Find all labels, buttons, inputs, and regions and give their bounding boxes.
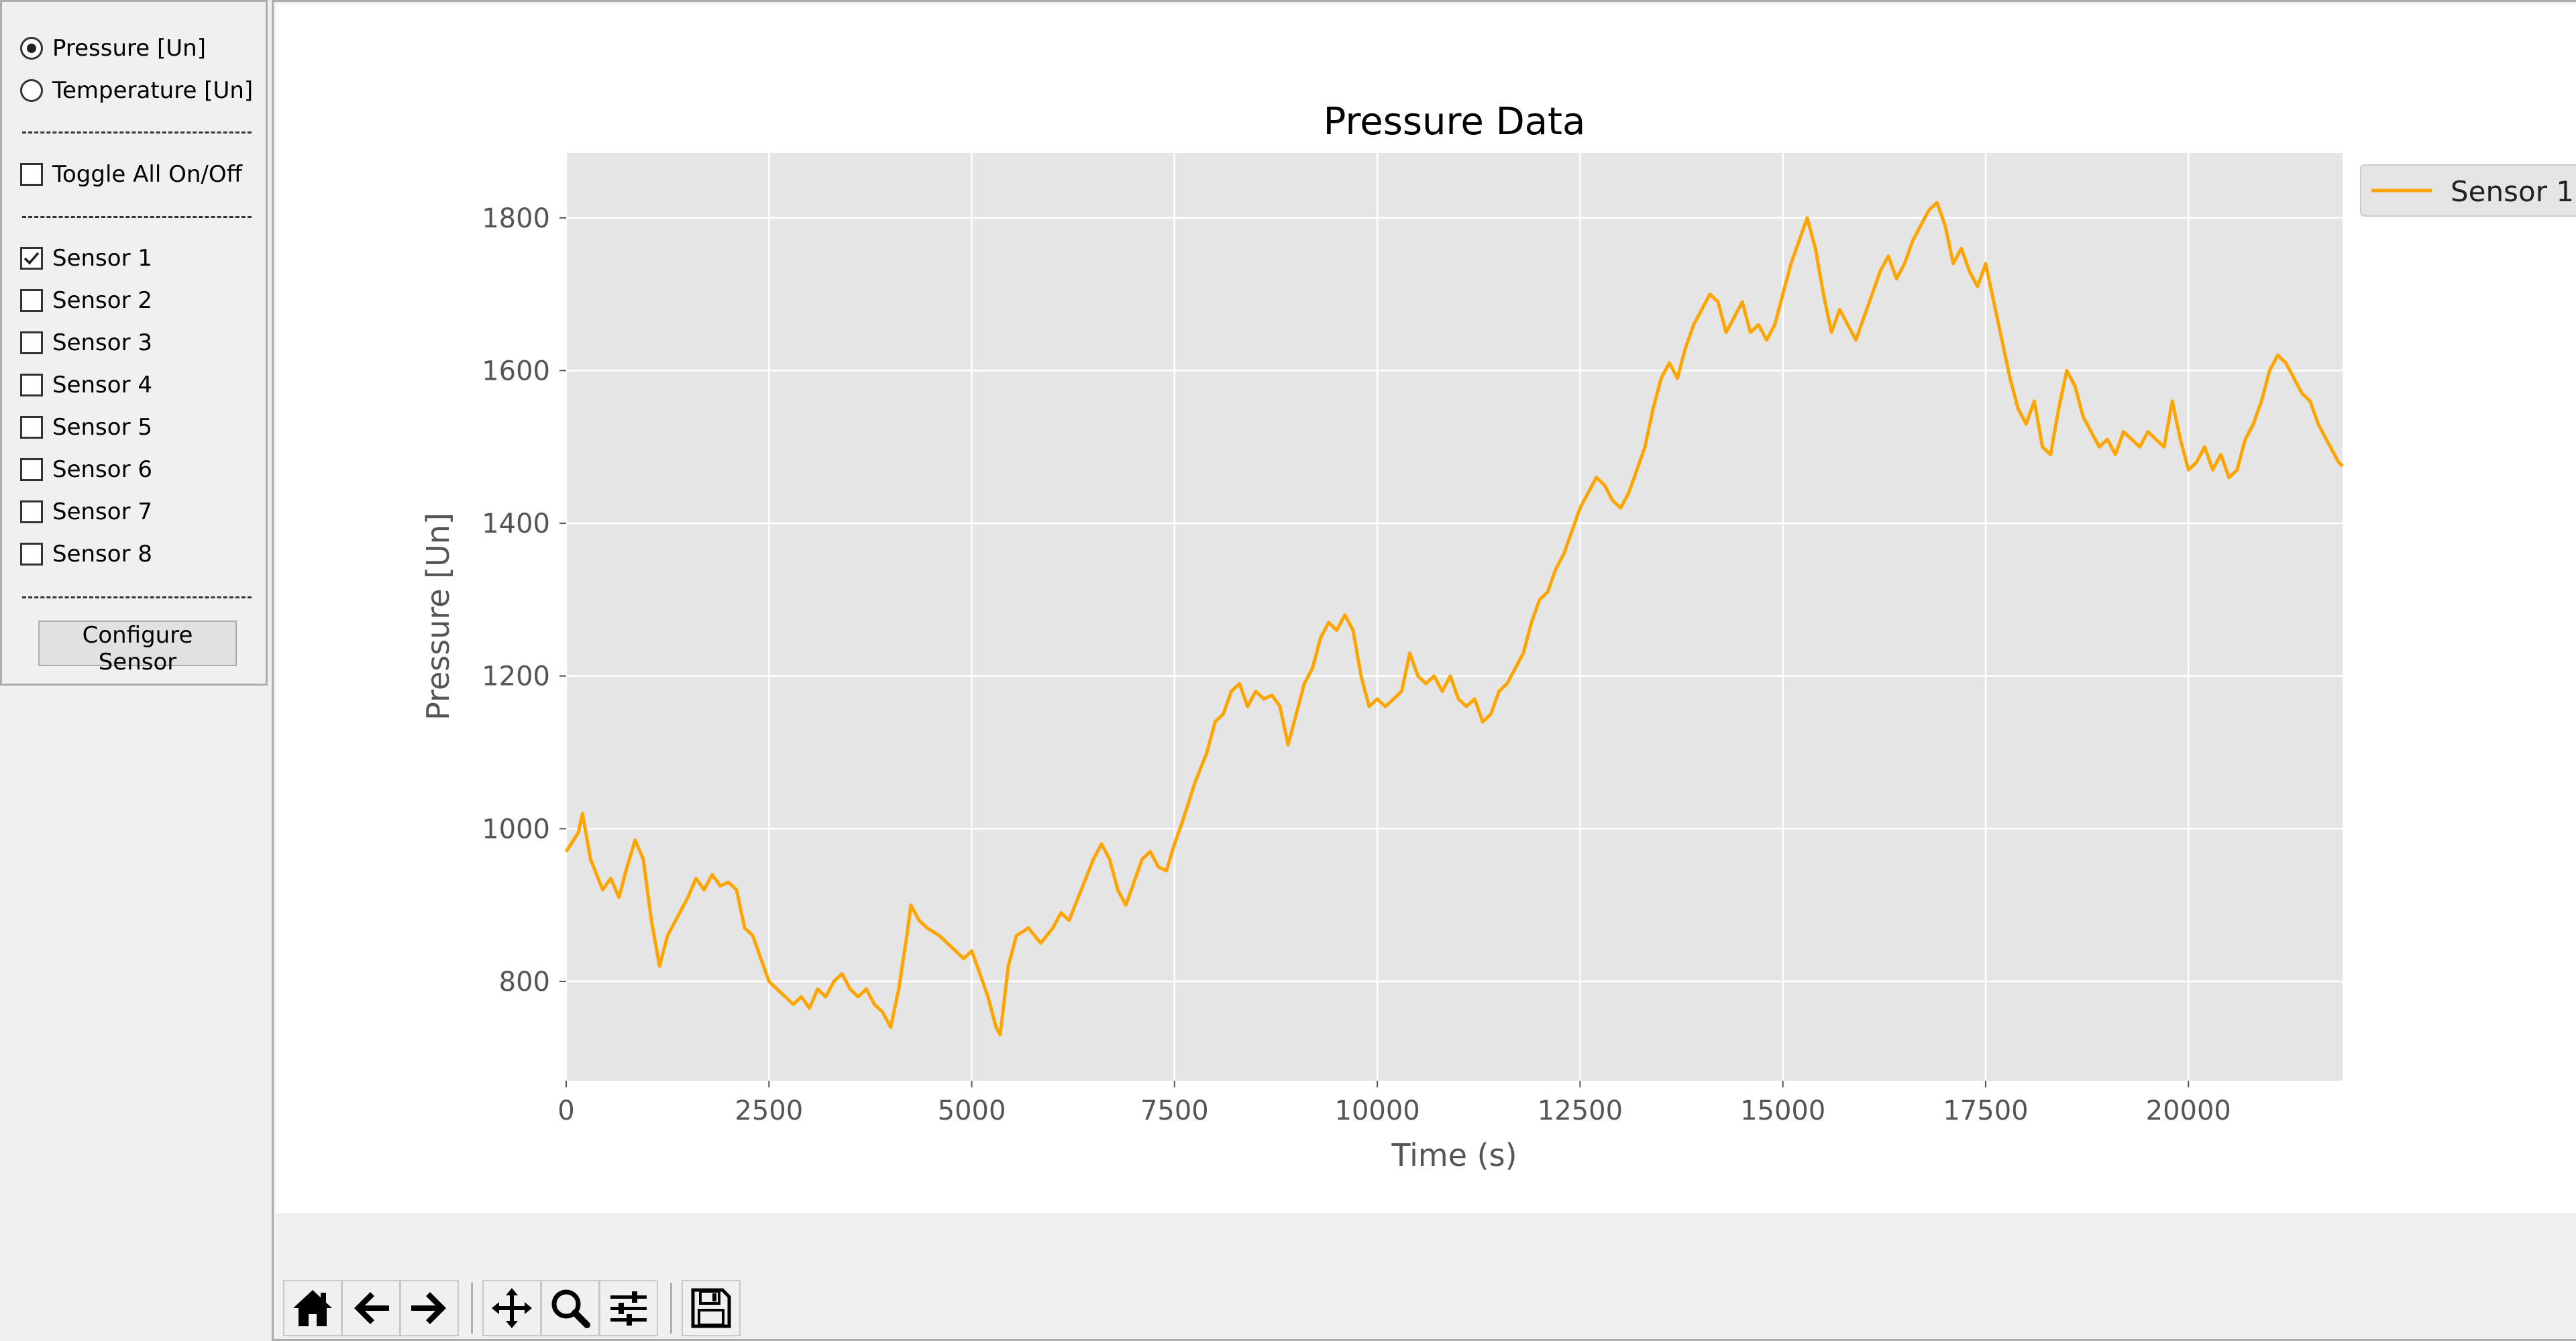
legend: Sensor 1 <box>2360 164 2576 217</box>
x-tick-label: 10000 <box>1335 1095 1420 1126</box>
sensor-1-label: Sensor 1 <box>52 245 152 272</box>
radio-pressure-indicator[interactable] <box>20 37 43 60</box>
x-tick-label: 7500 <box>1140 1095 1209 1126</box>
series-layer <box>564 201 2344 1037</box>
x-axis-label: Time (s) <box>1391 1137 1517 1173</box>
toggle-all-box[interactable] <box>20 163 43 186</box>
radio-temperature-label: Temperature [Un] <box>52 77 254 104</box>
radio-pressure-label: Pressure [Un] <box>52 35 206 62</box>
home-button[interactable] <box>283 1280 342 1336</box>
subplots-config-icon <box>610 1291 647 1326</box>
pan-icon <box>492 1288 532 1328</box>
sensor-1-checkbox[interactable]: Sensor 1 <box>20 242 152 275</box>
grid-lines <box>565 153 2343 1081</box>
x-tick-label: 0 <box>557 1095 574 1126</box>
x-tick-label: 5000 <box>938 1095 1006 1126</box>
sensor-2-checkbox[interactable]: Sensor 2 <box>20 284 152 317</box>
y-tick-label: 1400 <box>482 508 550 539</box>
sidebar-panel: Pressure [Un] Temperature [Un] Toggle Al… <box>0 0 268 686</box>
y-tick-label: 1800 <box>482 203 550 234</box>
y-tick-label: 800 <box>499 967 550 998</box>
sensor-5-label: Sensor 5 <box>52 414 152 441</box>
toolbar-separator <box>670 1283 672 1334</box>
chart-title: Pressure Data <box>1324 100 1586 144</box>
forward-arrow-icon <box>411 1292 446 1324</box>
navigation-toolbar <box>274 1272 2576 1336</box>
y-tick-label: 1600 <box>482 356 550 386</box>
sensor-8-box[interactable] <box>20 543 43 566</box>
sensor-3-checkbox[interactable]: Sensor 3 <box>20 326 152 360</box>
sensor-8-checkbox[interactable]: Sensor 8 <box>20 537 152 571</box>
sensor-4-checkbox[interactable]: Sensor 4 <box>20 368 152 402</box>
y-axis-label: Pressure [Un] <box>420 513 456 720</box>
plot-frame: 0 2500 5000 7500 10000 12500 15000 17500 20000 80… <box>272 0 2576 1341</box>
series-line-sensor-1 <box>564 201 2344 1037</box>
sensor-6-box[interactable] <box>20 458 43 481</box>
sensor-8-label: Sensor 8 <box>52 541 152 568</box>
save-button[interactable] <box>682 1280 741 1336</box>
x-tick-label: 15000 <box>1740 1095 1825 1126</box>
toggle-all-label: Toggle All On/Off <box>52 161 243 188</box>
x-tick-label: 20000 <box>2146 1095 2231 1126</box>
sensor-5-checkbox[interactable]: Sensor 5 <box>20 411 152 444</box>
separator-line <box>22 596 252 598</box>
axes-background <box>566 153 2343 1081</box>
y-tick-label: 1200 <box>482 661 550 692</box>
home-icon <box>293 1290 332 1326</box>
pressure-chart[interactable]: 0 2500 5000 7500 10000 12500 15000 17500 20000 80… <box>276 4 2576 1213</box>
sensor-4-label: Sensor 4 <box>52 372 152 398</box>
x-tick-label: 2500 <box>735 1095 803 1126</box>
sensor-3-label: Sensor 3 <box>52 329 152 356</box>
sensor-4-box[interactable] <box>20 374 43 396</box>
sensor-7-box[interactable] <box>20 500 43 523</box>
x-tick-label: 17500 <box>1943 1095 2028 1126</box>
sensor-5-box[interactable] <box>20 416 43 439</box>
sensor-2-label: Sensor 2 <box>52 287 152 314</box>
zoom-button[interactable] <box>541 1280 600 1336</box>
sensor-3-box[interactable] <box>20 331 43 354</box>
back-button[interactable] <box>341 1280 400 1336</box>
radio-temperature-indicator[interactable] <box>20 79 43 102</box>
configure-sensor-button[interactable]: Configure Sensor <box>38 621 237 676</box>
separator-line <box>22 131 252 133</box>
sensor-6-label: Sensor 6 <box>52 456 152 483</box>
forward-button[interactable] <box>400 1280 459 1336</box>
toggle-all-checkbox[interactable]: Toggle All On/Off <box>20 158 242 191</box>
axis-ticks: 0 2500 5000 7500 10000 12500 15000 17500 20000 80… <box>482 203 2231 1126</box>
x-tick-label: 12500 <box>1538 1095 1623 1126</box>
save-icon <box>691 1288 731 1328</box>
radio-pressure[interactable]: Pressure [Un] <box>20 32 206 65</box>
y-tick-label: 1000 <box>482 814 550 845</box>
sensor-7-checkbox[interactable]: Sensor 7 <box>20 495 152 529</box>
sensor-6-checkbox[interactable]: Sensor 6 <box>20 453 152 486</box>
toolbar-separator <box>471 1283 473 1334</box>
sensor-2-box[interactable] <box>20 289 43 312</box>
zoom-icon <box>551 1289 590 1328</box>
sensor-1-box[interactable] <box>20 247 43 270</box>
sensor-7-label: Sensor 7 <box>52 498 152 525</box>
legend-box <box>2360 164 2576 217</box>
configure-subplots-button[interactable] <box>599 1280 658 1336</box>
radio-temperature[interactable]: Temperature [Un] <box>20 74 253 107</box>
separator-line <box>22 216 252 218</box>
back-arrow-icon <box>354 1292 389 1324</box>
pan-button[interactable] <box>482 1280 541 1336</box>
legend-label-sensor-1: Sensor 1 <box>2451 175 2574 208</box>
figure-canvas[interactable]: 0 2500 5000 7500 10000 12500 15000 17500 20000 80… <box>276 4 2576 1213</box>
